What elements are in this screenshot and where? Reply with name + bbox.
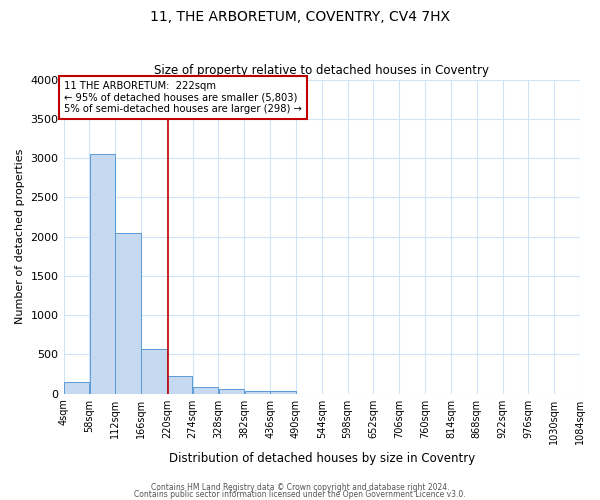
Bar bbox=[245, 391, 270, 394]
X-axis label: Distribution of detached houses by size in Coventry: Distribution of detached houses by size … bbox=[169, 452, 475, 465]
Y-axis label: Number of detached properties: Number of detached properties bbox=[15, 149, 25, 324]
Text: 11 THE ARBORETUM:  222sqm
← 95% of detached houses are smaller (5,803)
5% of sem: 11 THE ARBORETUM: 222sqm ← 95% of detach… bbox=[64, 81, 302, 114]
Bar bbox=[115, 232, 141, 394]
Bar bbox=[167, 376, 193, 394]
Bar bbox=[193, 388, 218, 394]
Bar bbox=[64, 382, 89, 394]
Bar bbox=[89, 154, 115, 394]
Text: Contains HM Land Registry data © Crown copyright and database right 2024.: Contains HM Land Registry data © Crown c… bbox=[151, 484, 449, 492]
Text: Contains public sector information licensed under the Open Government Licence v3: Contains public sector information licen… bbox=[134, 490, 466, 499]
Title: Size of property relative to detached houses in Coventry: Size of property relative to detached ho… bbox=[154, 64, 489, 77]
Text: 11, THE ARBORETUM, COVENTRY, CV4 7HX: 11, THE ARBORETUM, COVENTRY, CV4 7HX bbox=[150, 10, 450, 24]
Bar bbox=[219, 389, 244, 394]
Bar bbox=[141, 349, 167, 394]
Bar bbox=[271, 391, 296, 394]
